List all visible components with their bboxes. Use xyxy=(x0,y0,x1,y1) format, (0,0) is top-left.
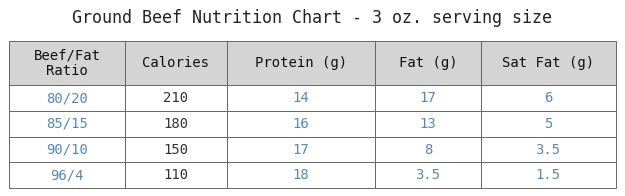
Text: 17: 17 xyxy=(292,142,309,157)
Text: 1.5: 1.5 xyxy=(536,168,561,182)
Text: Protein (g): Protein (g) xyxy=(255,56,347,70)
Text: 13: 13 xyxy=(419,117,436,131)
Text: 3.5: 3.5 xyxy=(415,168,441,182)
Text: 180: 180 xyxy=(163,117,188,131)
Text: 96/4: 96/4 xyxy=(50,168,84,182)
Text: Beef/Fat
Ratio: Beef/Fat Ratio xyxy=(34,48,101,78)
Text: 80/20: 80/20 xyxy=(46,91,88,105)
Text: Ground Beef Nutrition Chart - 3 oz. serving size: Ground Beef Nutrition Chart - 3 oz. serv… xyxy=(72,9,552,27)
Text: 8: 8 xyxy=(424,142,432,157)
Text: 3.5: 3.5 xyxy=(536,142,561,157)
Text: 5: 5 xyxy=(544,117,552,131)
Text: Fat (g): Fat (g) xyxy=(399,56,457,70)
Text: 17: 17 xyxy=(419,91,436,105)
Text: 90/10: 90/10 xyxy=(46,142,88,157)
Text: 110: 110 xyxy=(163,168,188,182)
Text: 16: 16 xyxy=(292,117,309,131)
Text: Calories: Calories xyxy=(142,56,209,70)
Text: 150: 150 xyxy=(163,142,188,157)
Text: 6: 6 xyxy=(544,91,552,105)
Text: Sat Fat (g): Sat Fat (g) xyxy=(502,56,594,70)
Text: 210: 210 xyxy=(163,91,188,105)
Text: 14: 14 xyxy=(292,91,309,105)
Text: 18: 18 xyxy=(292,168,309,182)
Text: 85/15: 85/15 xyxy=(46,117,88,131)
